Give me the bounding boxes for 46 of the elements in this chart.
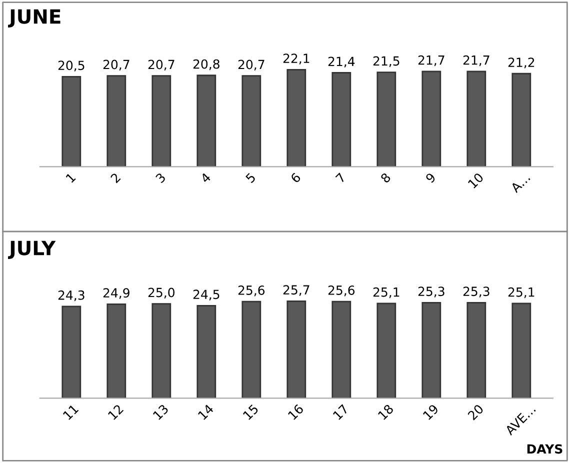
x-tick-label: 17 (332, 404, 349, 420)
data-label: 21,2 (508, 58, 534, 68)
chart-title: JULY (8, 240, 56, 259)
data-label: 25,1 (373, 287, 400, 298)
x-tick-label: 3 (155, 172, 166, 184)
data-label: 25,6 (238, 286, 265, 296)
x-tick-label: 5 (245, 172, 256, 184)
x-tick-label: 14 (198, 404, 214, 420)
x-tick-label: A… (510, 172, 530, 194)
data-label: 24,3 (58, 290, 84, 302)
data-label: 24,9 (103, 288, 130, 299)
data-label: 25,1 (508, 287, 534, 298)
x-tick-label: 11 (62, 404, 79, 420)
x-tick-label: 10 (468, 172, 484, 189)
data-label: 20,8 (193, 59, 220, 70)
x-tick-label: 1 (66, 172, 76, 183)
data-label: 21,7 (418, 55, 444, 66)
data-label: 22,1 (283, 54, 310, 64)
data-label: 20,7 (238, 60, 264, 71)
x-tick-label: 20 (467, 404, 484, 420)
data-label: 20,7 (148, 60, 174, 71)
x-tick-label: 15 (242, 404, 259, 420)
x-tick-label: 4 (200, 172, 212, 184)
data-label: 24,5 (193, 290, 220, 300)
data-label: 20,5 (58, 60, 84, 72)
data-label: 20,7 (103, 60, 130, 71)
data-label: 25,7 (283, 285, 310, 296)
x-tick-label: 7 (335, 172, 346, 184)
x-axis-title: DAYS (527, 444, 562, 454)
data-label: 25,0 (148, 288, 174, 298)
x-tick-label: 6 (290, 172, 302, 184)
x-tick-label: 8 (380, 172, 392, 184)
data-label: 25,3 (418, 286, 444, 298)
x-tick-label: 9 (425, 172, 436, 184)
x-tick-label: 13 (152, 404, 169, 420)
chart-title: JUNE (8, 9, 60, 28)
x-tick-label: 19 (422, 404, 439, 420)
x-tick-label: 2 (110, 172, 121, 184)
data-label: 25,3 (463, 286, 490, 298)
data-label: 25,6 (328, 286, 355, 296)
data-label: 21,5 (373, 56, 400, 67)
x-tick-label: 18 (378, 404, 394, 420)
data-label: 21,4 (328, 56, 355, 68)
data-label: 21,7 (463, 55, 490, 66)
x-tick-label: 12 (108, 404, 124, 420)
x-tick-label: 16 (288, 404, 304, 420)
